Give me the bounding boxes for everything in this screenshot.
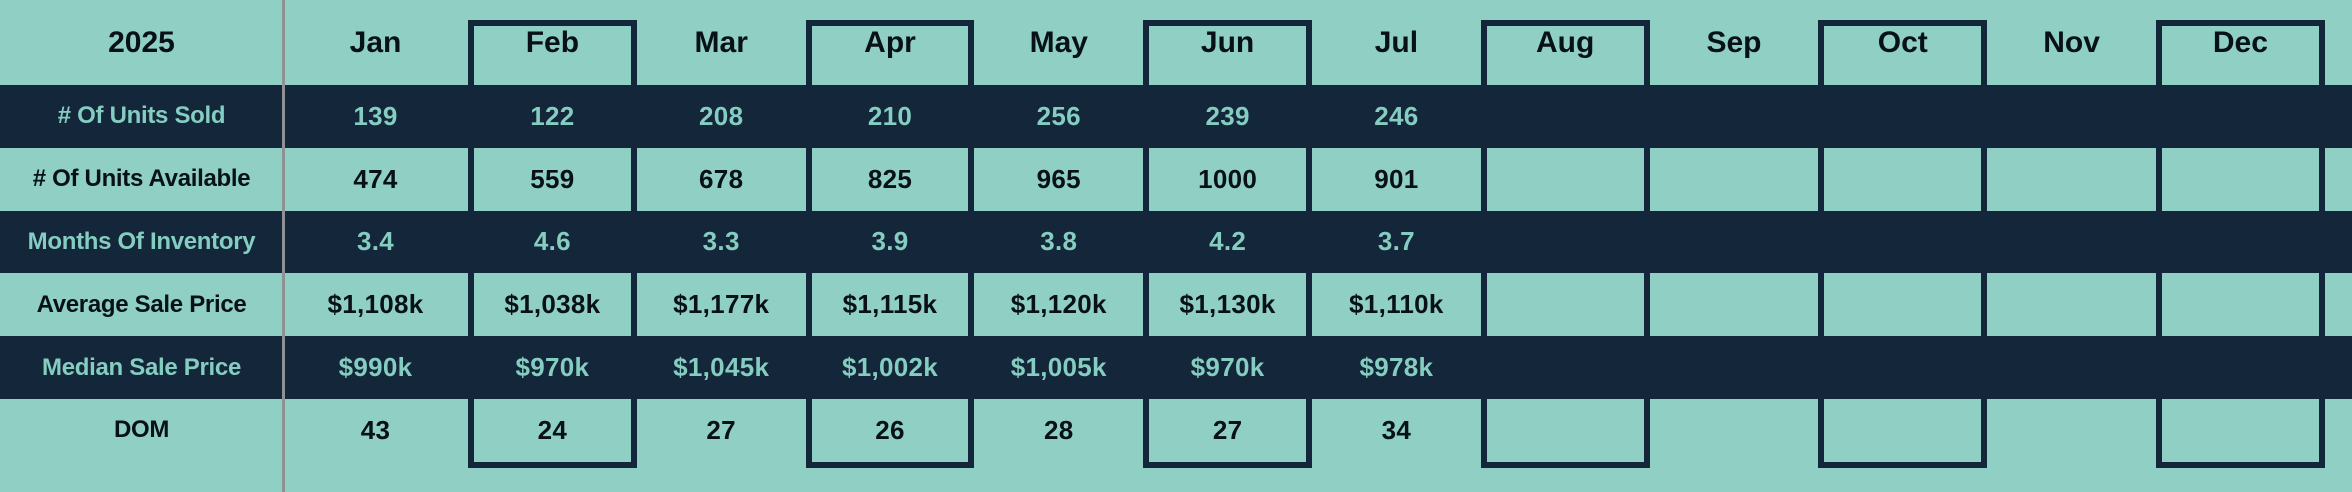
cell-median-sale-price-jun: $970k [1190,352,1265,383]
month-header-feb: Feb [525,25,580,59]
cell-units-sold-jul: 246 [1374,100,1419,131]
month-header-aug: Aug [1536,25,1595,59]
cell-median-sale-price-mar: $1,045k [673,352,770,383]
cell-units-available-feb: 559 [530,163,575,194]
month-header-nov: Nov [2043,25,2100,59]
dark-row-band-median-sale-price [0,336,2352,399]
cell-units-available-may: 965 [1036,163,1081,194]
cell-units-available-jul: 901 [1374,163,1419,194]
month-header-dec: Dec [2212,25,2268,59]
cell-average-sale-price-may: $1,120k [1010,289,1107,320]
cell-units-sold-apr: 210 [867,100,913,131]
month-header-sep: Sep [1706,25,1762,59]
cell-months-of-inventory-jul: 3.7 [1377,226,1415,257]
cell-units-sold-jan: 139 [353,100,398,131]
dark-row-band-units-sold [0,85,2352,148]
cell-dom-apr: 26 [875,414,905,445]
label-column-divider [282,0,285,492]
cell-units-sold-mar: 208 [699,100,744,131]
cell-average-sale-price-mar: $1,177k [673,289,770,320]
dark-row-band-months-of-inventory [0,210,2352,274]
cell-dom-feb: 24 [537,414,568,445]
row-label-months-of-inventory: Months Of Inventory [27,227,256,255]
cell-average-sale-price-jul: $1,110k [1349,289,1444,320]
cell-average-sale-price-jan: $1,108k [327,289,424,320]
month-header-jan: Jan [349,25,402,59]
cell-units-sold-feb: 122 [530,100,575,131]
cell-dom-jul: 34 [1381,414,1412,445]
cell-median-sale-price-may: $1,005k [1010,352,1107,383]
month-header-apr: Apr [864,25,916,59]
cell-dom-jun: 27 [1212,414,1243,445]
cell-median-sale-price-jul: $978k [1359,352,1434,383]
cell-months-of-inventory-mar: 3.3 [702,226,740,257]
cell-months-of-inventory-feb: 4.6 [533,226,571,257]
cell-average-sale-price-apr: $1,115k [842,289,938,320]
month-header-may: May [1029,25,1088,59]
cell-months-of-inventory-may: 3.8 [1040,226,1078,257]
cell-units-available-apr: 825 [867,163,913,194]
row-label-units-available: # Of Units Available [32,165,251,193]
cell-dom-may: 28 [1044,414,1074,445]
cell-average-sale-price-feb: $1,038k [504,289,601,320]
month-header-mar: Mar [694,25,748,59]
cell-dom-jan: 43 [360,414,391,445]
month-header-jul: Jul [1374,25,1419,59]
cell-median-sale-price-apr: $1,002k [841,352,939,383]
row-label-dom: DOM [113,416,170,444]
cell-months-of-inventory-jun: 4.2 [1209,226,1247,257]
cell-months-of-inventory-apr: 3.9 [871,226,909,257]
cell-units-available-jan: 474 [353,163,398,194]
cell-units-sold-may: 256 [1036,100,1081,131]
cell-median-sale-price-feb: $970k [515,352,590,383]
month-header-jun: Jun [1200,25,1255,59]
row-label-units-sold: # Of Units Sold [57,102,226,130]
year-title: 2025 [108,25,175,59]
row-label-average-sale-price: Average Sale Price [36,290,247,318]
cell-units-sold-jun: 239 [1205,100,1250,131]
cell-median-sale-price-jan: $990k [338,352,413,383]
row-label-median-sale-price: Median Sale Price [42,353,241,381]
month-header-oct: Oct [1877,25,1928,59]
cell-units-available-jun: 1000 [1198,163,1258,194]
cell-average-sale-price-jun: $1,130k [1179,289,1276,320]
cell-dom-mar: 27 [706,414,736,445]
cell-months-of-inventory-jan: 3.4 [356,226,395,257]
cell-units-available-mar: 678 [699,163,744,194]
